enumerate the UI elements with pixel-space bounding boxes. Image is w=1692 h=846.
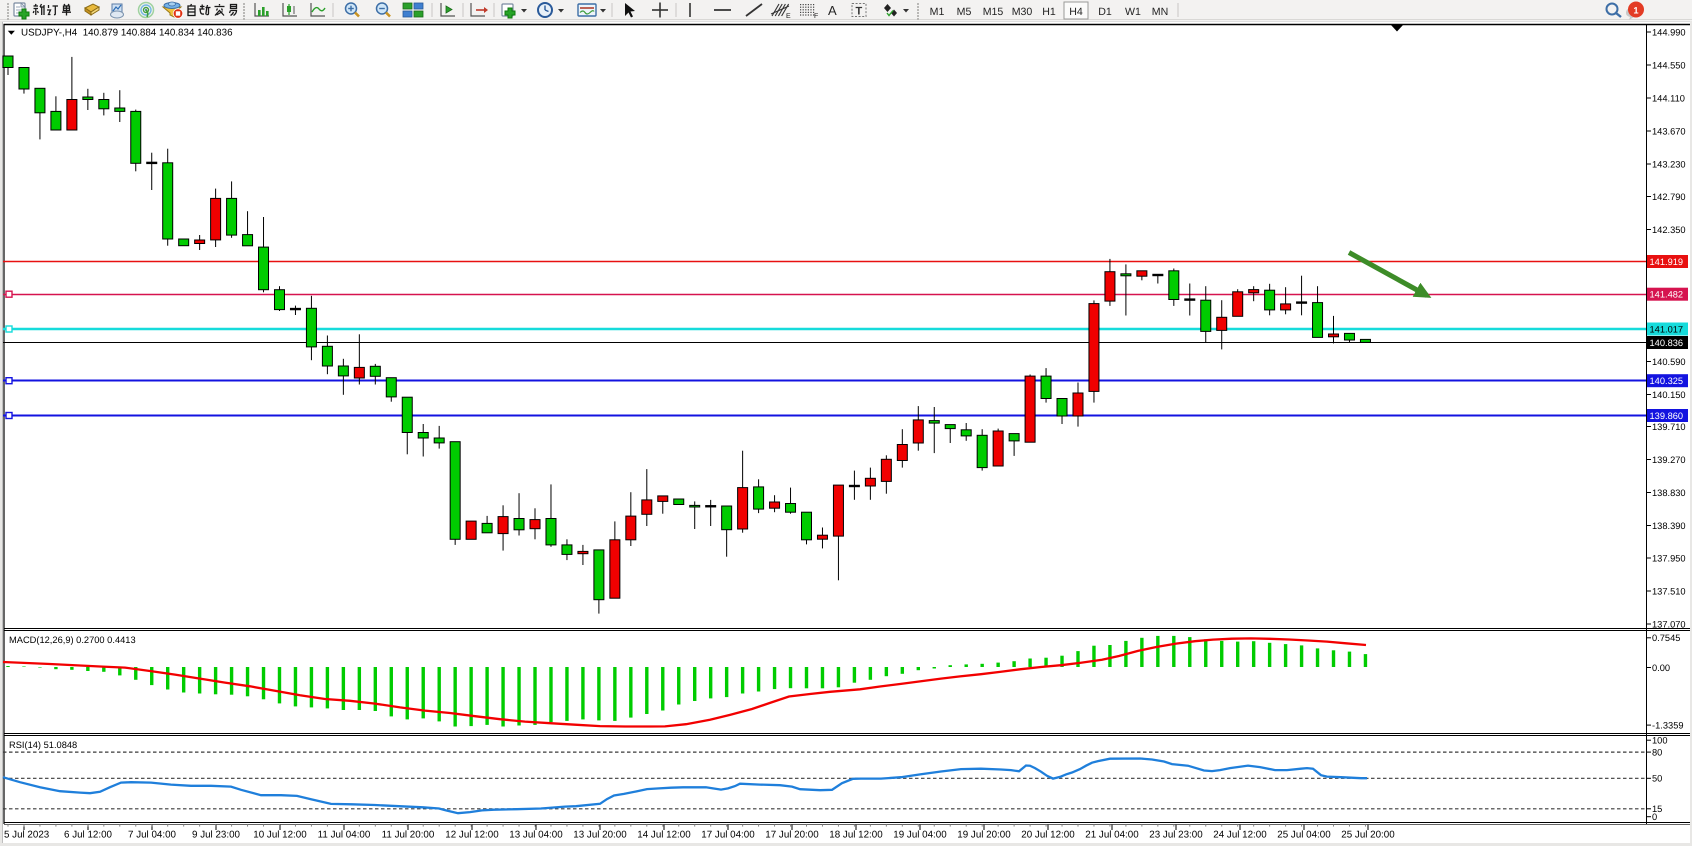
svg-text:USDJPY-,H4 140.879 140.884 14: USDJPY-,H4 140.879 140.884 140.834 140.8…	[21, 28, 233, 39]
svg-text:1: 1	[1633, 6, 1638, 16]
svg-text:140.150: 140.150	[1652, 390, 1686, 400]
svg-text:137.950: 137.950	[1652, 553, 1686, 563]
svg-text:140.325: 140.325	[1650, 376, 1684, 386]
svg-text:139.860: 139.860	[1650, 411, 1684, 421]
svg-text:143.670: 143.670	[1652, 126, 1686, 136]
svg-text:140.590: 140.590	[1652, 357, 1686, 367]
svg-text:MACD(12,26,9) 0.2700 0.4413: MACD(12,26,9) 0.2700 0.4413	[9, 635, 136, 645]
svg-text:24 Jul 12:00: 24 Jul 12:00	[1213, 830, 1267, 841]
svg-text:12 Jul 12:00: 12 Jul 12:00	[445, 830, 499, 841]
svg-text:23 Jul 23:00: 23 Jul 23:00	[1149, 830, 1203, 841]
svg-text:M30: M30	[1012, 6, 1033, 18]
svg-text:MN: MN	[1152, 6, 1168, 18]
svg-text:M5: M5	[957, 6, 972, 18]
svg-text:19 Jul 20:00: 19 Jul 20:00	[957, 830, 1011, 841]
svg-text:11 Jul 04:00: 11 Jul 04:00	[318, 830, 371, 841]
svg-text:9 Jul 23:00: 9 Jul 23:00	[192, 830, 240, 841]
svg-text:25 Jul 04:00: 25 Jul 04:00	[1277, 830, 1331, 841]
svg-text:144.990: 144.990	[1652, 27, 1686, 37]
svg-text:20 Jul 12:00: 20 Jul 12:00	[1021, 830, 1075, 841]
svg-text:6 Jul 12:00: 6 Jul 12:00	[64, 830, 112, 841]
svg-text:13 Jul 04:00: 13 Jul 04:00	[509, 830, 563, 841]
svg-text:139.710: 139.710	[1652, 422, 1686, 432]
svg-text:10 Jul 12:00: 10 Jul 12:00	[253, 830, 307, 841]
svg-text:A: A	[828, 3, 837, 18]
svg-text:138.830: 138.830	[1652, 488, 1686, 498]
svg-text:0.00: 0.00	[1652, 663, 1670, 673]
svg-text:142.350: 142.350	[1652, 225, 1686, 235]
svg-text:H4: H4	[1069, 6, 1083, 18]
svg-text:0.7545: 0.7545	[1652, 633, 1680, 643]
svg-text:RSI(14) 51.0848: RSI(14) 51.0848	[9, 740, 77, 750]
svg-text:142.790: 142.790	[1652, 192, 1686, 202]
svg-text:17 Jul 20:00: 17 Jul 20:00	[765, 830, 819, 841]
svg-text:H1: H1	[1042, 6, 1056, 18]
svg-text:141.919: 141.919	[1650, 257, 1684, 267]
svg-text:-1.3359: -1.3359	[1652, 721, 1684, 731]
svg-text:D1: D1	[1098, 6, 1112, 18]
svg-text:25 Jul 20:00: 25 Jul 20:00	[1341, 830, 1395, 841]
svg-text:137.070: 137.070	[1652, 619, 1686, 629]
svg-text:18 Jul 12:00: 18 Jul 12:00	[829, 830, 883, 841]
svg-text:80: 80	[1652, 748, 1662, 758]
svg-text:21 Jul 04:00: 21 Jul 04:00	[1085, 830, 1139, 841]
svg-text:138.390: 138.390	[1652, 521, 1686, 531]
svg-text:13 Jul 20:00: 13 Jul 20:00	[573, 830, 627, 841]
svg-text:100: 100	[1652, 736, 1668, 746]
svg-text:14 Jul 12:00: 14 Jul 12:00	[637, 830, 691, 841]
svg-text:11 Jul 20:00: 11 Jul 20:00	[382, 830, 435, 841]
svg-text:144.550: 144.550	[1652, 60, 1686, 70]
svg-text:137.510: 137.510	[1652, 586, 1686, 596]
svg-text:0: 0	[1652, 812, 1657, 822]
svg-text:M15: M15	[983, 6, 1004, 18]
svg-text:140.836: 140.836	[1650, 338, 1684, 348]
svg-text:7 Jul 04:00: 7 Jul 04:00	[128, 830, 176, 841]
svg-text:F: F	[814, 13, 818, 20]
svg-text:19 Jul 04:00: 19 Jul 04:00	[893, 830, 947, 841]
svg-text:M1: M1	[930, 6, 945, 18]
svg-text:139.270: 139.270	[1652, 455, 1686, 465]
svg-text:17 Jul 04:00: 17 Jul 04:00	[701, 830, 755, 841]
svg-text:E: E	[786, 13, 791, 20]
svg-text:15: 15	[1652, 804, 1662, 814]
svg-text:5 Jul 2023: 5 Jul 2023	[4, 830, 50, 841]
svg-text:50: 50	[1652, 774, 1662, 784]
svg-text:141.017: 141.017	[1650, 324, 1684, 334]
svg-text:141.482: 141.482	[1650, 290, 1684, 300]
svg-text:W1: W1	[1125, 6, 1141, 18]
svg-text:144.110: 144.110	[1652, 93, 1685, 103]
svg-text:T: T	[856, 6, 863, 18]
svg-text:143.230: 143.230	[1652, 159, 1686, 169]
